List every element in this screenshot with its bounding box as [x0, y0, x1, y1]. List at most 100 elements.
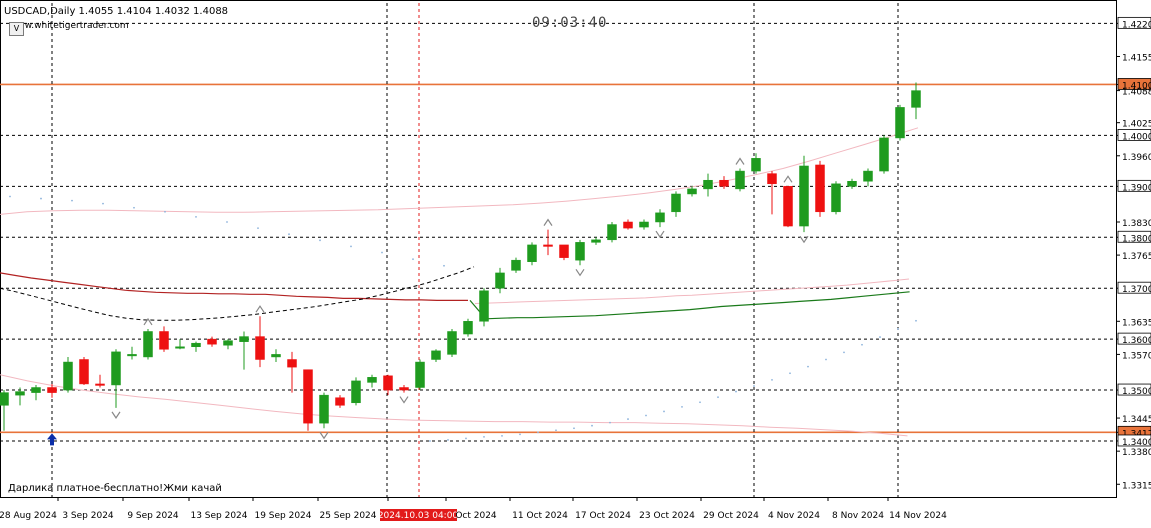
candle-body: [799, 165, 809, 227]
time-axis-label: 3 Sep 2024: [62, 511, 114, 521]
indicator-dot: [429, 440, 431, 442]
candle-body: [207, 338, 217, 345]
candle-body: [15, 391, 25, 396]
fractal-down-marker: [799, 235, 809, 244]
indicator-dot: [412, 258, 414, 261]
indicator-dot: [288, 233, 290, 236]
price-axis-label: 1.4220: [1122, 20, 1151, 30]
candle-body: [191, 342, 201, 348]
candle-body: [719, 179, 729, 187]
candle-body: [383, 375, 393, 391]
indicator-dot: [164, 210, 166, 213]
candle-body: [639, 221, 649, 228]
fractal-down-marker: [319, 431, 329, 440]
candle-body: [863, 170, 873, 182]
candle-body: [767, 173, 777, 185]
fractal-down-marker: [655, 230, 665, 239]
price-axis-label: 1.3800: [1122, 234, 1151, 244]
crosshair-time-box: [380, 509, 457, 521]
time-axis-label: 25 Sep 2024: [319, 511, 376, 521]
candle-body: [175, 346, 185, 349]
candle-body: [159, 331, 169, 350]
time-axis-label: Oct 2024: [455, 511, 497, 521]
price-axis-label: 1.3700: [1122, 285, 1151, 295]
fractal-up-marker: [783, 175, 793, 183]
price-axis-label: 1.4155: [1122, 53, 1151, 63]
price-axis-label: 1.3570: [1122, 351, 1151, 361]
time-axis-label: 13 Sep 2024: [190, 511, 247, 521]
candle-body: [655, 212, 665, 223]
candle-body: [511, 259, 521, 271]
candle-body: [575, 242, 585, 261]
candle-body: [463, 321, 473, 335]
price-label-box: [1117, 332, 1151, 345]
candle-body: [0, 392, 9, 406]
indicator-dot: [573, 427, 575, 430]
indicator-dot: [717, 396, 719, 399]
indicator-dot: [699, 401, 701, 404]
indicator-dot: [501, 434, 503, 437]
candle-body: [895, 107, 905, 139]
time-axis-label: 19 Sep 2024: [254, 511, 311, 521]
candle-body: [431, 350, 441, 360]
indicator-dot: [40, 197, 42, 200]
band-lower-line: [0, 374, 908, 437]
time-axis-label: 2024.10.03 04:00: [378, 511, 459, 521]
candle-body: [111, 351, 121, 386]
indicator-dot: [257, 227, 259, 230]
price-axis-label: 1.3315: [1122, 481, 1151, 491]
price-axis-label: 1.4025: [1122, 120, 1151, 130]
moving-average-red: [0, 272, 468, 301]
candle-body: [831, 183, 841, 213]
band-mid-line: [474, 278, 910, 304]
price-label-box: [1117, 16, 1151, 29]
indicator-dot: [319, 239, 321, 242]
candle-body: [911, 90, 921, 108]
price-label-box: [1117, 129, 1151, 141]
time-axis-label: 28 Aug 2024: [0, 511, 57, 521]
candle-body: [735, 170, 745, 190]
candle-body: [319, 394, 329, 424]
candle-body: [303, 369, 313, 424]
candle-body: [63, 361, 73, 391]
candle-body: [879, 137, 889, 172]
price-axis-label: 1.3600: [1122, 336, 1151, 346]
indicator-dot: [102, 202, 104, 205]
indicator-dot: [645, 414, 647, 417]
candle-body: [687, 188, 697, 195]
grid-layer: [0, 0, 1117, 498]
candle-body: [479, 290, 489, 322]
price-axis-label: 1.4100: [1122, 81, 1151, 91]
candle-body: [47, 387, 57, 393]
time-axis-label: 9 Sep 2024: [127, 511, 179, 521]
price-label-box: [1117, 78, 1151, 90]
price-axis-label: 1.3400: [1122, 438, 1151, 448]
indicator-dot: [483, 436, 485, 438]
candle-body: [255, 336, 265, 360]
candle-body: [31, 387, 41, 393]
indicators-layer: [0, 127, 919, 442]
time-axis-label: 23 Oct 2024: [639, 511, 695, 521]
band-upper-line: [0, 127, 919, 215]
price-axis-label: 1.3765: [1122, 252, 1151, 262]
candle-body: [79, 359, 89, 385]
candle-body: [671, 193, 681, 213]
markers-layer: [47, 157, 809, 446]
candle-body: [847, 180, 857, 187]
indicator-dot: [447, 439, 449, 441]
indicator-dot: [9, 195, 11, 198]
price-label-box: [1117, 383, 1151, 396]
candle-body: [127, 354, 137, 357]
time-axis-label: 4 Nov 2024: [768, 511, 820, 521]
chart-menu-button[interactable]: V: [9, 22, 24, 36]
fractal-up-marker: [255, 305, 265, 313]
indicator-dot: [843, 351, 845, 354]
candle-body: [351, 380, 361, 404]
time-axis-label: 14 Nov 2024: [889, 511, 947, 521]
price-axis-label: 1.3380: [1122, 448, 1151, 458]
candle-body: [415, 361, 425, 388]
indicator-dot: [443, 264, 445, 267]
